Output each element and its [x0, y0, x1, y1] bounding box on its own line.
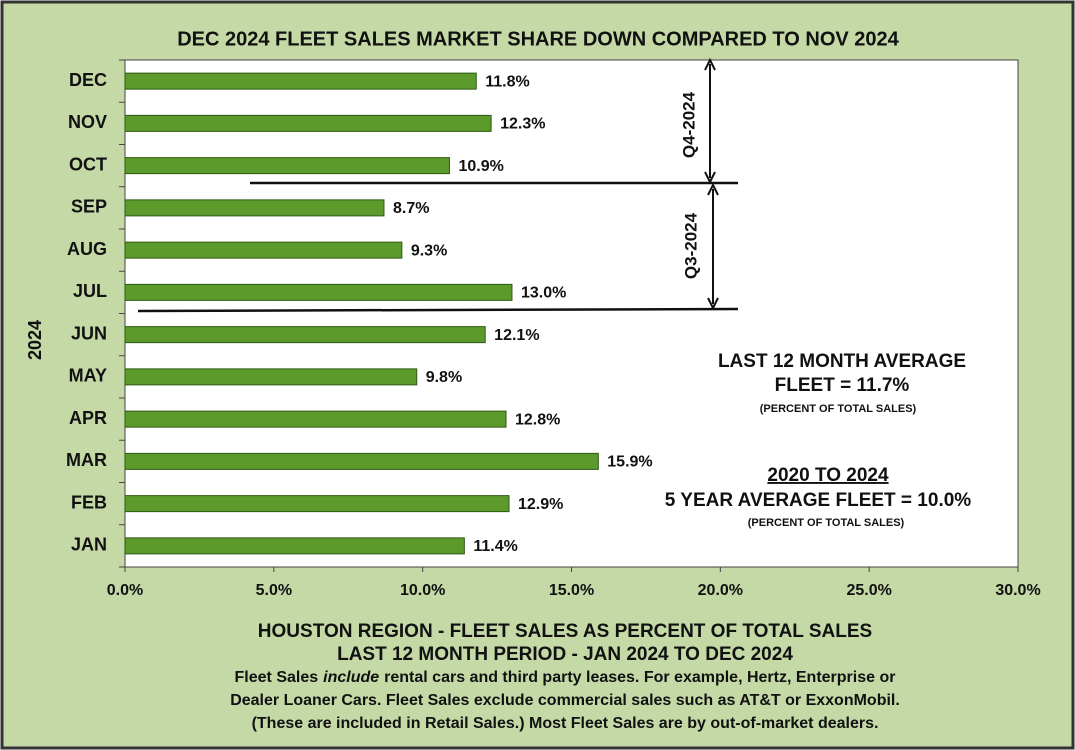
y-tick-label: JAN [71, 535, 107, 555]
bar [124, 157, 450, 175]
bar [124, 72, 477, 90]
value-label: 11.4% [473, 538, 517, 555]
footer: HOUSTON REGION - FLEET SALES AS PERCENT … [258, 621, 872, 642]
x-tick-label: 0.0% [107, 582, 143, 599]
bar [124, 537, 465, 555]
annotation: (PERCENT OF TOTAL SALES) [748, 517, 905, 529]
x-tick-label: 25.0% [846, 582, 891, 599]
annotation: 5 YEAR AVERAGE FLEET = 10.0% [665, 490, 971, 511]
bar [124, 283, 513, 301]
value-label: 15.9% [607, 454, 652, 471]
y-tick-label: MAR [66, 450, 107, 470]
note: Dealer Loaner Cars. Fleet Sales exclude … [230, 692, 900, 709]
footer: LAST 12 MONTH PERIOD - JAN 2024 TO DEC 2… [337, 644, 793, 665]
annotation: (PERCENT OF TOTAL SALES) [760, 403, 917, 415]
value-label: 10.9% [458, 158, 503, 175]
annotation: Q4-2024 [679, 91, 698, 158]
bar [124, 495, 510, 513]
note-part: rental cars and third party leases. For … [384, 669, 895, 686]
note-part: Fleet Sales [235, 669, 319, 686]
bar [124, 241, 403, 259]
plot-area [124, 59, 1019, 568]
arrow-head [707, 182, 719, 311]
x-tick-label: 10.0% [400, 582, 445, 599]
y-tick-label: NOV [68, 112, 107, 132]
value-label: 12.9% [518, 496, 563, 513]
annotation: FLEET = 11.7% [775, 375, 910, 396]
x-tick-label: 5.0% [256, 582, 292, 599]
bar [124, 410, 507, 428]
bar [124, 452, 599, 470]
y-tick-label: FEB [71, 492, 107, 512]
y-tick-label: AUG [67, 239, 107, 259]
bar [124, 368, 418, 386]
chart-title: DEC 2024 FLEET SALES MARKET SHARE DOWN C… [177, 28, 899, 50]
value-label: 9.3% [411, 242, 447, 259]
y-tick-label: DEC [69, 70, 107, 90]
y-tick-label: APR [69, 408, 107, 428]
divider [137, 307, 739, 313]
arrow-head [704, 57, 716, 185]
value-label: 8.7% [393, 200, 429, 217]
bar [124, 199, 385, 217]
y-tick-label: MAY [69, 366, 107, 386]
note: (These are included in Retail Sales.) Mo… [252, 715, 879, 732]
y-tick-label: JUL [73, 281, 107, 301]
value-label: 12.1% [494, 327, 539, 344]
bar [124, 114, 492, 132]
x-tick-label: 15.0% [549, 582, 594, 599]
note: Fleet Sales include rental cars and third … [235, 669, 896, 686]
value-label: 12.3% [500, 116, 545, 133]
annotation: LAST 12 MONTH AVERAGE [718, 351, 966, 372]
y-tick-label: JUN [71, 323, 107, 343]
x-tick-label: 20.0% [698, 582, 743, 599]
annotation: Q3-2024 [681, 212, 700, 279]
value-label: 13.0% [521, 285, 566, 302]
y-axis-label: 2024 [25, 320, 45, 360]
value-label: 9.8% [426, 369, 462, 386]
bar [124, 326, 486, 344]
note-part: include [323, 669, 379, 686]
value-label: 12.8% [515, 411, 560, 428]
y-tick-label: SEP [71, 197, 107, 217]
value-label: 11.8% [485, 73, 529, 90]
x-tick-label: 30.0% [995, 582, 1040, 599]
y-tick-label: OCT [69, 154, 107, 174]
annotation: 2020 TO 2024 [767, 465, 889, 486]
